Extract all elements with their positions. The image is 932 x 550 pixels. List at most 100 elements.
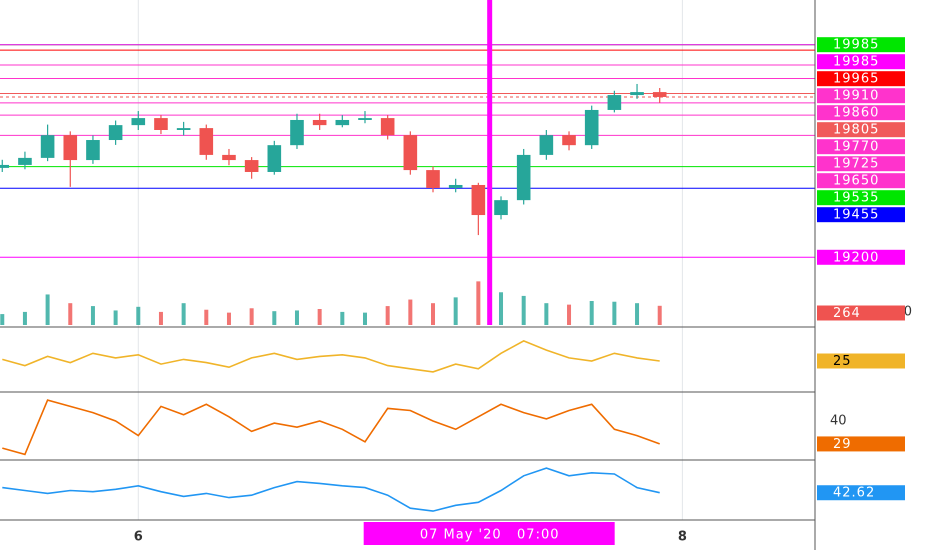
candle-body <box>131 118 146 126</box>
level-label: 19860 <box>833 106 879 121</box>
candle-body <box>562 135 576 146</box>
candle-body <box>244 160 259 172</box>
crosshair-label-box <box>363 522 615 545</box>
indicator-label-box <box>817 353 905 369</box>
candle-body <box>335 119 350 126</box>
x-tick-label: 8 <box>678 530 687 545</box>
volume-label: 264 <box>833 306 861 321</box>
volume-bar <box>408 299 413 325</box>
level-label: 19535 <box>833 191 879 206</box>
candle-body <box>607 95 622 110</box>
crosshair-label: 07 May '20 07:00 <box>420 528 560 543</box>
volume-bar <box>226 312 231 325</box>
candle-body <box>267 145 282 172</box>
level-label-box <box>817 88 905 104</box>
level-label-box <box>817 190 905 206</box>
level-label-box <box>817 173 905 189</box>
level-label: 19910 <box>833 89 879 104</box>
candle-body <box>516 154 531 201</box>
volume-bar <box>90 306 95 325</box>
volume-label-box <box>817 305 905 321</box>
level-label-box <box>817 122 905 138</box>
candle-body <box>0 164 10 168</box>
level-label: 19805 <box>833 123 879 138</box>
level-label: 19770 <box>833 140 879 155</box>
volume-bar <box>657 305 662 325</box>
labels: 6 8 19985 19985 19965 19910 19860 19805 19770 197… <box>134 37 912 545</box>
volume-bar <box>136 306 141 325</box>
level-label: 19455 <box>833 208 879 223</box>
candle-body <box>403 135 418 171</box>
y-tick-label: 40 <box>830 413 847 428</box>
volume-bar <box>544 303 549 325</box>
volume-bar <box>476 281 481 325</box>
level-label: 19725 <box>833 157 879 172</box>
candle-body <box>426 170 440 188</box>
level-label: 19200 <box>833 250 879 265</box>
level-label: 19985 <box>833 55 879 70</box>
candle-body <box>380 118 395 136</box>
volume-bar <box>158 311 163 325</box>
indicator-label-box <box>817 485 905 501</box>
volume-bar <box>204 309 209 325</box>
volume-bar <box>22 311 27 325</box>
indicator-line <box>2 340 660 373</box>
candle-body <box>108 125 123 141</box>
candle-body <box>222 154 236 161</box>
volume-bar <box>113 310 118 325</box>
volume-bar <box>249 308 254 325</box>
volume-bar <box>635 303 640 325</box>
candle-body <box>652 92 667 97</box>
level-label-box <box>817 207 905 223</box>
indicator-label: 29 <box>833 437 852 452</box>
candle-body <box>494 200 508 216</box>
candle-body <box>312 119 327 126</box>
volume-bar <box>521 295 526 325</box>
marks <box>0 0 667 512</box>
level-label: 19965 <box>833 72 879 87</box>
volume-bar <box>272 311 277 325</box>
level-label-box <box>817 54 905 70</box>
candle-body <box>630 92 644 96</box>
volume-bar <box>453 297 458 325</box>
level-label-box <box>817 71 905 87</box>
candle-body <box>154 118 168 130</box>
level-label-box <box>817 105 905 121</box>
volume-bar <box>567 304 572 325</box>
level-label: 19985 <box>833 38 879 53</box>
volume-bar <box>499 292 504 325</box>
indicator-label: 42.62 <box>833 486 875 501</box>
volume-bar <box>0 314 5 325</box>
volume-bar <box>589 301 594 325</box>
level-label-box <box>817 139 905 155</box>
volume-bar <box>385 306 390 325</box>
candle-body <box>290 119 304 146</box>
volume-bar <box>362 312 367 325</box>
level-label-box <box>817 156 905 172</box>
candle-body <box>40 135 55 158</box>
candle-body <box>18 157 32 165</box>
level-label: 19650 <box>833 174 879 189</box>
y-tick-label: 0 <box>904 305 912 320</box>
volume-bar <box>431 303 436 325</box>
candle-body <box>584 109 599 146</box>
volume-bar <box>340 311 345 325</box>
grid <box>0 0 815 520</box>
candle-body <box>358 118 372 120</box>
indicator-label: 25 <box>833 354 852 369</box>
volume-bar <box>181 303 186 325</box>
candle-body <box>448 184 463 188</box>
candle-body <box>176 128 191 130</box>
volume-bar <box>294 310 299 325</box>
indicator-label-box <box>817 436 905 452</box>
candle-body <box>86 140 100 161</box>
indicator-line <box>2 399 660 456</box>
candle-body <box>539 135 554 155</box>
volume-bar <box>317 309 322 325</box>
volume-bar <box>45 294 50 325</box>
x-tick-label: 6 <box>134 530 143 545</box>
volume-bar <box>612 301 617 325</box>
candle-body <box>471 184 486 216</box>
